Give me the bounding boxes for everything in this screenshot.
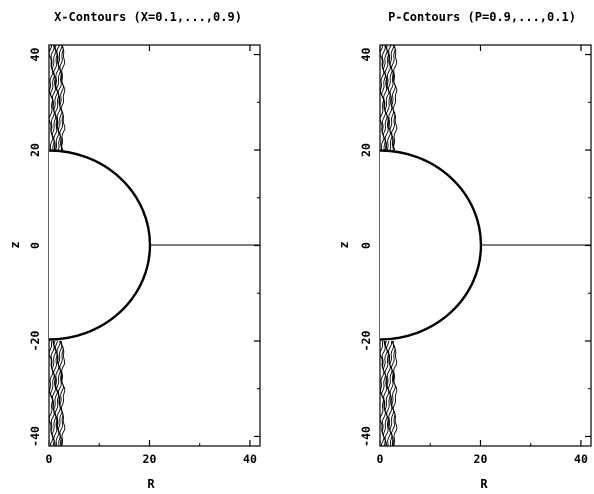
contour-line — [384, 340, 390, 447]
semicircle-boundary — [48, 149, 152, 341]
x-tick-label: 40 — [574, 452, 588, 466]
contour-line — [57, 340, 63, 447]
contour-line — [389, 44, 395, 151]
y-tick-label: -40 — [28, 426, 42, 447]
x-tick-label: 20 — [474, 452, 488, 466]
contour-line — [51, 44, 57, 151]
x-tick-label: 0 — [377, 452, 384, 466]
contour-line — [50, 340, 55, 447]
contour-line — [382, 340, 388, 447]
y-axis-label: z — [337, 241, 351, 248]
y-tick-label: -20 — [28, 331, 42, 352]
contour-line — [392, 44, 398, 151]
contour-line — [53, 340, 58, 447]
y-axis-label: z — [8, 241, 22, 248]
contour-line — [381, 44, 386, 151]
contour-lines — [48, 44, 66, 447]
contour-line — [53, 44, 58, 151]
x-axis-label: R — [147, 477, 155, 491]
x-tick-label: 0 — [46, 452, 53, 466]
contour-line — [59, 340, 64, 447]
panel-x-contours: X-Contours (X=0.1,...,0.9) 0 20 40 -40 -20 0… — [8, 10, 261, 491]
contour-line — [379, 340, 385, 447]
contour-line — [389, 340, 395, 447]
contour-line — [382, 44, 388, 151]
y-ticks: -40 -20 0 20 40 — [28, 48, 260, 447]
contour-line — [59, 44, 64, 151]
y-tick-label: -20 — [359, 331, 373, 352]
contour-line — [51, 340, 57, 447]
contour-line — [57, 44, 63, 151]
x-ticks: 0 20 40 — [46, 45, 257, 466]
x-tick-label: 20 — [143, 452, 157, 466]
contour-line — [381, 340, 386, 447]
y-ticks: -40 -20 0 20 40 — [359, 48, 591, 447]
y-tick-label: -40 — [359, 426, 373, 447]
contour-line — [384, 44, 390, 151]
panel-title: X-Contours (X=0.1,...,0.9) — [54, 10, 242, 24]
contour-line — [60, 340, 66, 447]
x-tick-label: 40 — [243, 452, 257, 466]
contour-line — [50, 44, 55, 151]
semicircle-boundary — [379, 149, 483, 341]
contour-line — [392, 340, 398, 447]
panel-p-contours: P-Contours (P=0.9,...,0.1) 0 20 40 -40 -20 0… — [337, 10, 592, 491]
contour-lines — [379, 44, 398, 447]
panel-title: P-Contours (P=0.9,...,0.1) — [388, 10, 576, 24]
contour-line — [60, 44, 66, 151]
x-ticks: 0 20 40 — [377, 45, 588, 466]
y-tick-label: 0 — [28, 242, 42, 249]
contour-line — [391, 44, 396, 151]
y-tick-label: 40 — [359, 48, 373, 62]
y-tick-label: 40 — [28, 48, 42, 62]
y-tick-label: 20 — [359, 143, 373, 157]
contour-line — [391, 340, 396, 447]
x-axis-label: R — [480, 477, 488, 491]
contour-line — [48, 340, 54, 447]
y-tick-label: 20 — [28, 143, 42, 157]
y-tick-label: 0 — [359, 242, 373, 249]
